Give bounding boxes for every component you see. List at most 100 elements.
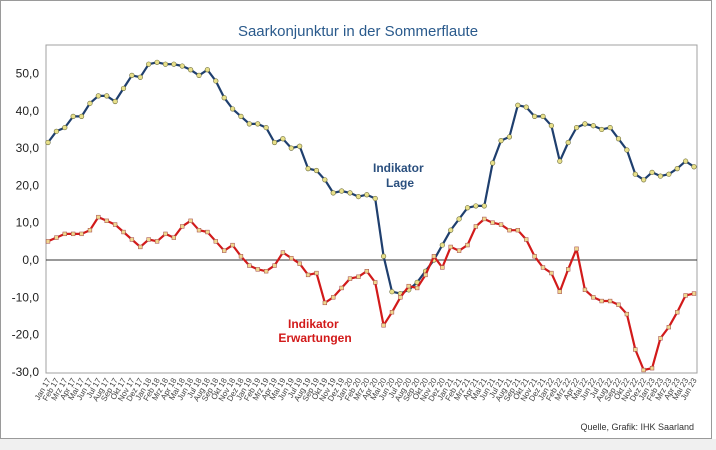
data-point <box>331 295 336 300</box>
data-point <box>389 289 395 295</box>
data-point <box>691 291 697 296</box>
data-point <box>683 293 688 298</box>
data-point <box>96 214 101 220</box>
data-point <box>448 227 454 233</box>
data-point <box>691 164 697 170</box>
data-point <box>641 367 646 373</box>
data-point <box>591 295 596 300</box>
data-point <box>163 231 168 237</box>
data-point <box>305 166 311 172</box>
data-point <box>45 239 51 244</box>
data-point <box>104 93 110 99</box>
data-point <box>641 177 647 183</box>
plot-area <box>45 44 698 374</box>
data-point <box>464 205 471 211</box>
data-point <box>616 302 621 307</box>
data-point <box>322 177 328 183</box>
series-label-lage-line1: Indikator <box>373 161 424 175</box>
data-point <box>280 250 286 255</box>
data-point <box>566 267 571 272</box>
y-tick-label: 30,0 <box>16 141 40 155</box>
data-point <box>95 93 101 99</box>
data-point <box>213 239 218 244</box>
data-point <box>238 113 244 119</box>
data-point <box>666 171 672 177</box>
data-point <box>263 269 269 274</box>
data-point <box>523 104 529 110</box>
data-point <box>129 237 135 242</box>
data-point <box>230 242 235 248</box>
data-point <box>180 224 185 229</box>
data-point <box>154 239 160 244</box>
data-point <box>146 61 152 67</box>
data-point <box>171 61 177 67</box>
data-point <box>188 218 193 223</box>
data-point <box>674 166 680 172</box>
data-point <box>498 222 504 227</box>
data-point <box>582 121 588 127</box>
data-point <box>263 124 269 131</box>
data-point <box>473 203 479 209</box>
data-point <box>305 272 311 278</box>
data-point <box>440 265 445 270</box>
series-label-erwartungen-line2: Erwartungen <box>278 331 351 345</box>
data-point <box>339 285 344 291</box>
data-point <box>347 190 353 196</box>
data-point <box>565 139 571 146</box>
bottom-strip <box>0 439 716 450</box>
data-point <box>590 123 596 129</box>
data-point <box>649 366 655 371</box>
data-point <box>79 231 84 237</box>
data-point <box>607 124 613 131</box>
data-point <box>573 124 580 131</box>
data-point <box>87 100 93 106</box>
data-point <box>658 336 663 341</box>
data-point <box>364 192 370 198</box>
data-point <box>666 324 671 330</box>
data-point <box>221 95 227 101</box>
data-point <box>532 254 537 259</box>
data-point <box>431 254 437 259</box>
series-label-erwartungen-line1: Indikator <box>288 317 339 331</box>
data-point <box>582 287 588 292</box>
data-point <box>322 300 328 306</box>
data-point <box>599 126 605 133</box>
data-point <box>633 347 638 352</box>
data-point <box>339 188 345 194</box>
data-point <box>229 106 236 112</box>
data-point <box>498 138 504 144</box>
data-point <box>364 269 369 274</box>
data-point <box>473 224 479 229</box>
y-tick-label: 40,0 <box>16 104 40 118</box>
data-point <box>448 244 453 250</box>
data-point <box>53 128 59 134</box>
data-point <box>599 298 604 304</box>
data-point <box>179 63 185 69</box>
data-point <box>423 272 428 278</box>
data-point <box>607 298 613 304</box>
y-tick-label: 0,0 <box>22 253 39 267</box>
data-point <box>456 248 462 253</box>
data-point <box>574 246 579 251</box>
data-point <box>624 147 630 153</box>
data-point <box>255 121 261 127</box>
data-point <box>280 136 286 142</box>
data-point <box>71 231 76 237</box>
y-tick-label: -10,0 <box>12 290 40 304</box>
data-point <box>531 113 538 119</box>
data-point <box>205 229 210 235</box>
data-point <box>632 171 638 177</box>
data-point <box>313 167 320 174</box>
data-point <box>78 113 85 119</box>
y-tick-label: -20,0 <box>12 328 40 342</box>
data-point <box>683 158 689 164</box>
data-point <box>372 195 378 202</box>
data-point <box>246 121 252 127</box>
data-point <box>112 98 118 105</box>
data-point <box>465 242 470 248</box>
data-point <box>171 235 176 240</box>
data-point <box>129 72 135 78</box>
data-point <box>381 323 386 328</box>
data-point <box>112 222 118 227</box>
data-point <box>624 311 630 317</box>
